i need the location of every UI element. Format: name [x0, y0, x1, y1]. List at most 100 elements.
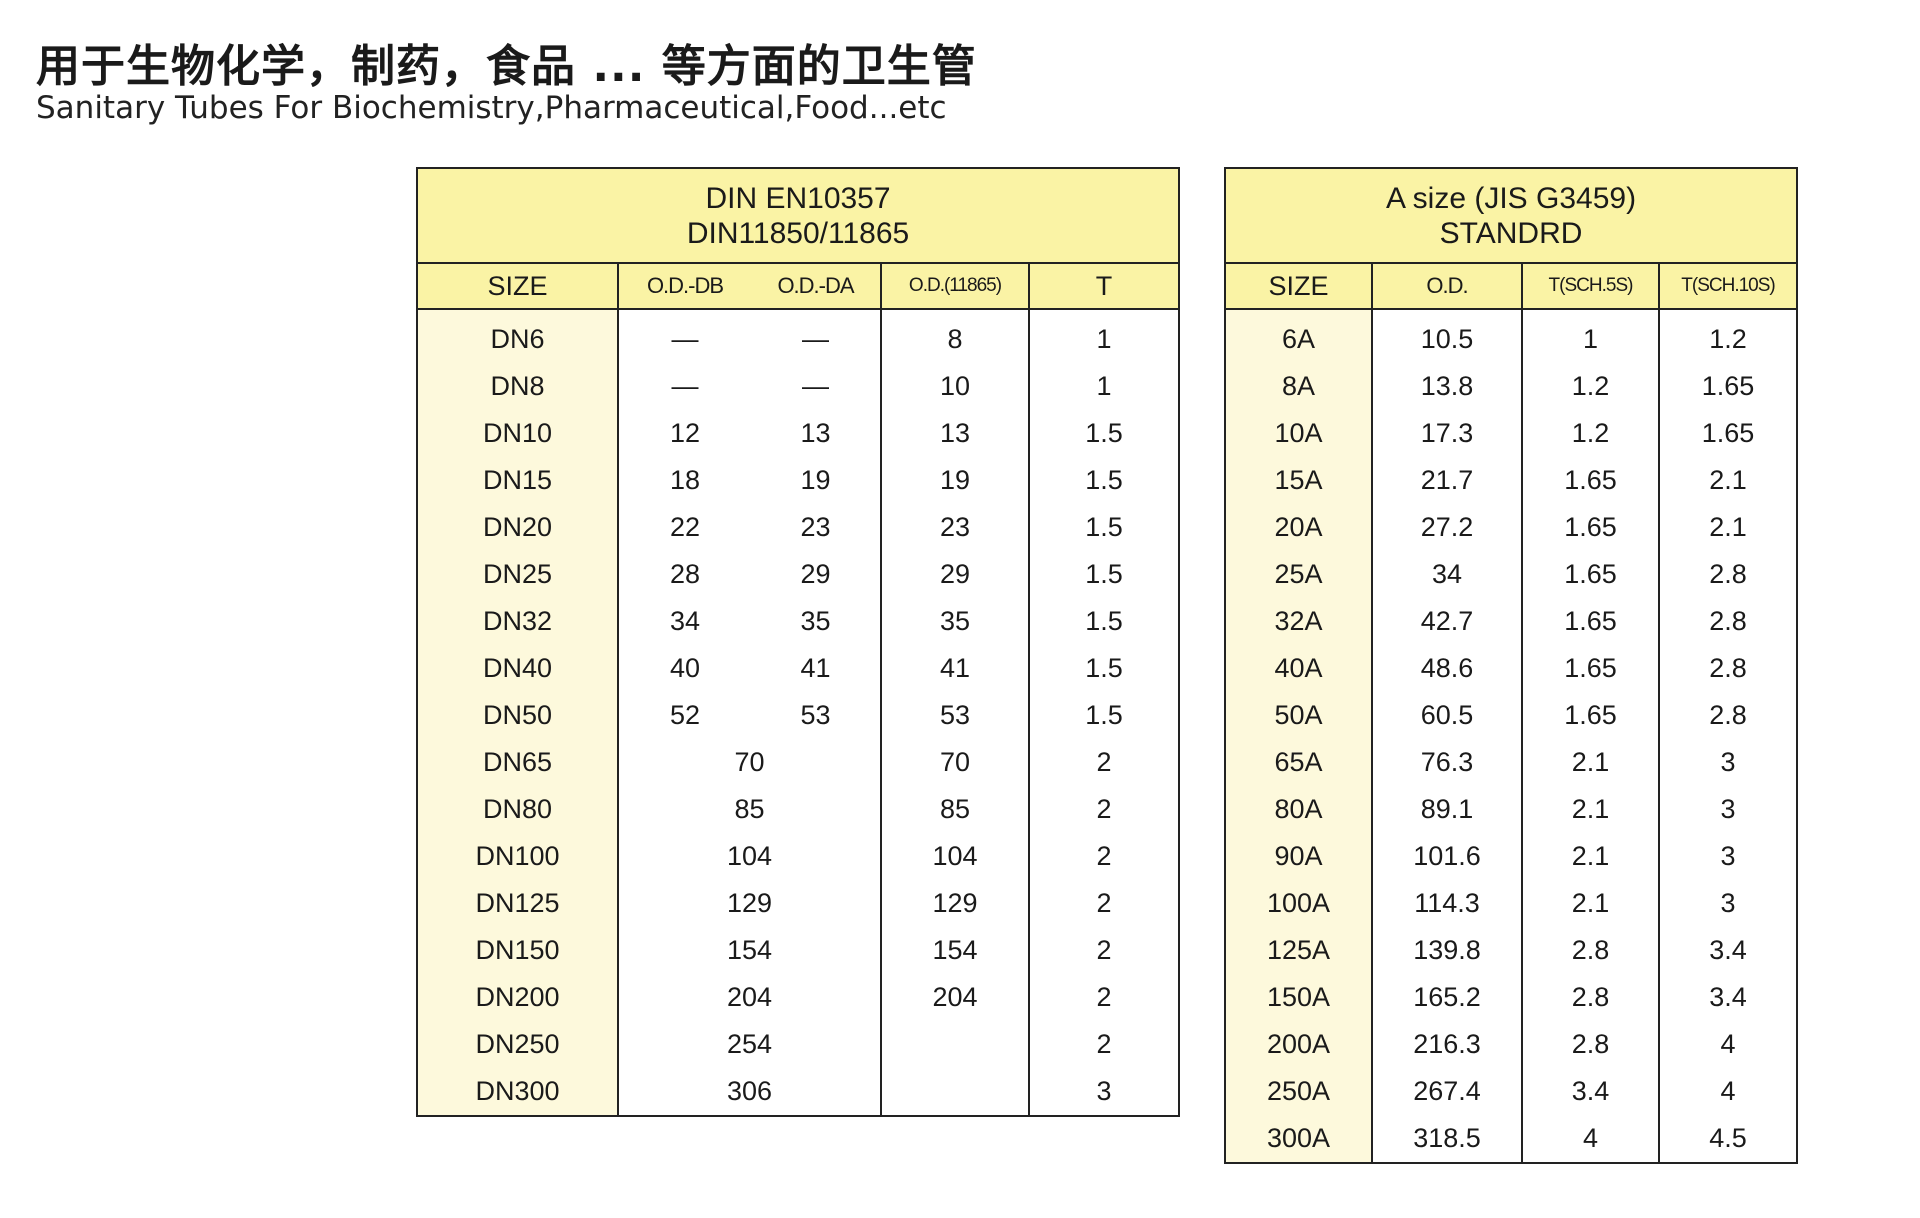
jis-t-sch5s-cell: 2.1 — [1521, 739, 1659, 786]
table-row: DN32 34 35 35 1.5 — [417, 598, 1180, 645]
jis-header-t-sch5s: T(SCH.5S) — [1521, 263, 1659, 310]
jis-size-cell: 8A — [1225, 363, 1372, 410]
jis-header-size: SIZE — [1225, 263, 1372, 310]
table-row: 50A 60.5 1.65 2.8 — [1225, 692, 1798, 739]
jis-od-cell: 48.6 — [1371, 645, 1522, 692]
table-row: DN125 129 129 2 — [417, 880, 1180, 927]
jis-t-sch10s-cell: 4 — [1657, 1068, 1798, 1115]
din-t-cell: 1.5 — [1027, 504, 1180, 551]
table-row: 15A 21.7 1.65 2.1 — [1225, 457, 1798, 504]
din-t-cell: 1.5 — [1027, 457, 1180, 504]
table-row: DN250 254 2 — [417, 1021, 1180, 1068]
jis-t-sch5s-cell: 3.4 — [1521, 1068, 1659, 1115]
jis-t-sch10s-cell: 2.1 — [1657, 457, 1798, 504]
table-row: 300A 318.5 4 4.5 — [1225, 1115, 1798, 1163]
table-row: DN10 12 13 13 1.5 — [417, 410, 1180, 457]
din-size-cell: DN80 — [417, 786, 618, 833]
jis-t-sch5s-cell: 1.65 — [1521, 645, 1659, 692]
din-table-caption: DIN EN10357 DIN11850/11865 — [417, 168, 1180, 264]
din-header-size: SIZE — [417, 263, 618, 310]
din-t-cell: 1.5 — [1027, 692, 1180, 739]
din-od-11865-cell: 41 — [880, 645, 1029, 692]
table-row: DN80 85 85 2 — [417, 786, 1180, 833]
jis-caption-line1: A size (JIS G3459) — [1385, 181, 1637, 215]
jis-od-cell: 267.4 — [1371, 1068, 1522, 1115]
table-row: DN65 70 70 2 — [417, 739, 1180, 786]
din-od-11865-cell — [880, 1068, 1029, 1116]
jis-t-sch10s-cell: 3 — [1657, 880, 1798, 927]
jis-table-caption: A size (JIS G3459) STANDRD — [1225, 168, 1798, 264]
din-od-11865-cell: 13 — [880, 410, 1029, 457]
din-od-11865-cell: 70 — [880, 739, 1029, 786]
table-row: 20A 27.2 1.65 2.1 — [1225, 504, 1798, 551]
jis-size-cell: 20A — [1225, 504, 1372, 551]
din-od-db-cell: 28 — [617, 551, 751, 598]
table-row: DN25 28 29 29 1.5 — [417, 551, 1180, 598]
din-od-11865-cell: 8 — [880, 309, 1029, 363]
din-od-11865-cell: 35 — [880, 598, 1029, 645]
jis-size-cell: 6A — [1225, 309, 1372, 363]
jis-t-sch10s-cell: 2.8 — [1657, 551, 1798, 598]
table-row: DN40 40 41 41 1.5 — [417, 645, 1180, 692]
din-t-cell: 1.5 — [1027, 645, 1180, 692]
din-t-cell: 2 — [1027, 739, 1180, 786]
jis-od-cell: 318.5 — [1371, 1115, 1522, 1163]
din-od-11865-cell: 10 — [880, 363, 1029, 410]
din-size-cell: DN6 — [417, 309, 618, 363]
din-od-11865-cell: 19 — [880, 457, 1029, 504]
jis-t-sch10s-cell: 3 — [1657, 833, 1798, 880]
din-size-cell: DN125 — [417, 880, 618, 927]
din-od-db-cell: 40 — [617, 645, 751, 692]
table-row: 40A 48.6 1.65 2.8 — [1225, 645, 1798, 692]
jis-t-sch10s-cell: 4 — [1657, 1021, 1798, 1068]
table-row: 200A 216.3 2.8 4 — [1225, 1021, 1798, 1068]
jis-t-sch5s-cell: 1.65 — [1521, 457, 1659, 504]
din-t-cell: 2 — [1027, 1021, 1180, 1068]
din-od-db-cell: — — [617, 363, 751, 410]
jis-od-cell: 114.3 — [1371, 880, 1522, 927]
jis-caption-line2: STANDRD — [1439, 216, 1583, 250]
din-size-cell: DN150 — [417, 927, 618, 974]
jis-t-sch10s-cell: 2.8 — [1657, 645, 1798, 692]
jis-t-sch10s-cell: 3.4 — [1657, 974, 1798, 1021]
din-t-cell: 3 — [1027, 1068, 1180, 1116]
table-row: 6A 10.5 1 1.2 — [1225, 309, 1798, 363]
din-t-cell: 2 — [1027, 880, 1180, 927]
din-t-cell: 1.5 — [1027, 551, 1180, 598]
jis-od-cell: 216.3 — [1371, 1021, 1522, 1068]
jis-t-sch5s-cell: 2.1 — [1521, 786, 1659, 833]
din-size-cell: DN10 — [417, 410, 618, 457]
jis-od-cell: 76.3 — [1371, 739, 1522, 786]
table-row: DN8— —10 1 — [417, 363, 1180, 410]
jis-t-sch5s-cell: 1.65 — [1521, 692, 1659, 739]
jis-t-sch10s-cell: 4.5 — [1657, 1115, 1798, 1163]
jis-size-cell: 40A — [1225, 645, 1372, 692]
jis-t-sch5s-cell: 2.1 — [1521, 880, 1659, 927]
din-od-db-da-cell: 154 — [617, 927, 881, 974]
din-caption-line2: DIN11850/11865 — [686, 216, 910, 250]
jis-t-sch10s-cell: 2.8 — [1657, 692, 1798, 739]
din-od-db-da-cell: 70 — [617, 739, 881, 786]
jis-t-sch5s-cell: 2.8 — [1521, 1021, 1659, 1068]
jis-size-cell: 90A — [1225, 833, 1372, 880]
din-od-db-cell: 22 — [617, 504, 751, 551]
page-title-cn: 用于生物化学，制药，食品 ... 等方面的卫生管 — [36, 41, 977, 92]
jis-size-cell: 50A — [1225, 692, 1372, 739]
jis-t-sch5s-cell: 1.65 — [1521, 551, 1659, 598]
jis-t-sch5s-cell: 2.8 — [1521, 974, 1659, 1021]
jis-t-sch10s-cell: 3 — [1657, 786, 1798, 833]
din-od-11865-cell: 23 — [880, 504, 1029, 551]
din-od-11865-cell — [880, 1021, 1029, 1068]
din-od-db-cell: 52 — [617, 692, 751, 739]
jis-size-cell: 200A — [1225, 1021, 1372, 1068]
jis-size-cell: 10A — [1225, 410, 1372, 457]
din-size-cell: DN50 — [417, 692, 618, 739]
din-size-cell: DN250 — [417, 1021, 618, 1068]
jis-t-sch5s-cell: 4 — [1521, 1115, 1659, 1163]
jis-od-cell: 42.7 — [1371, 598, 1522, 645]
jis-header-od: O.D. — [1371, 263, 1522, 310]
jis-size-cell: 25A — [1225, 551, 1372, 598]
table-row: DN50 52 53 53 1.5 — [417, 692, 1180, 739]
din-t-cell: 1 — [1027, 363, 1180, 410]
jis-size-cell: 300A — [1225, 1115, 1372, 1163]
